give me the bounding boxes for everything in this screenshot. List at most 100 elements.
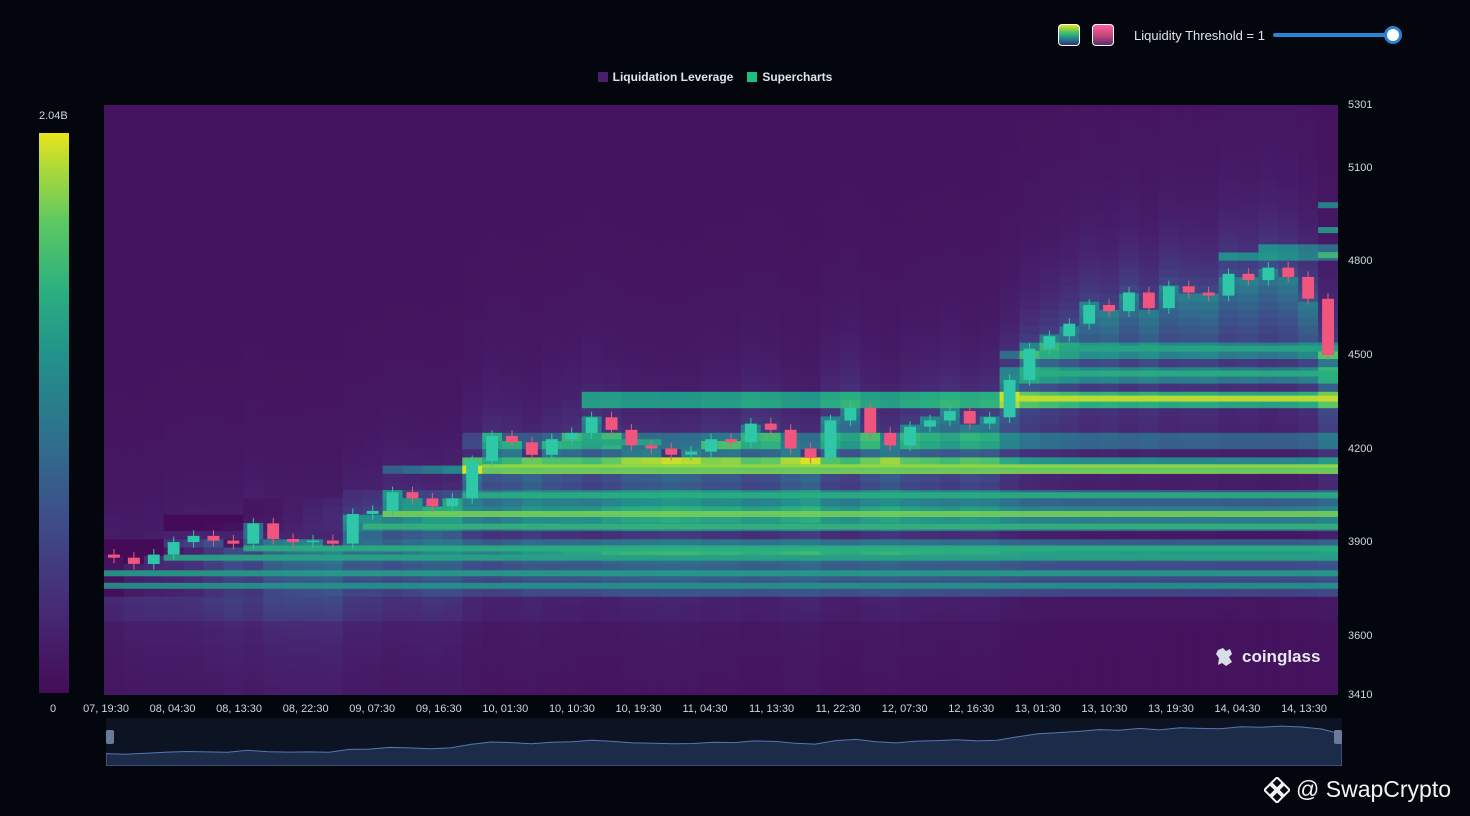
liquidation-heatmap[interactable]	[104, 105, 1338, 695]
heatmap-cell	[1278, 654, 1299, 663]
heatmap-cell	[223, 178, 244, 188]
heatmap-cell	[283, 645, 304, 655]
heatmap-cell	[462, 654, 483, 663]
heatmap-cell	[721, 350, 742, 360]
heatmap-cell	[143, 662, 165, 671]
heatmap-cell	[681, 432, 702, 442]
heatmap-cell	[1278, 129, 1299, 139]
heatmap-cell	[1218, 203, 1240, 213]
heatmap-cell	[820, 408, 841, 417]
navigator-left-handle[interactable]	[106, 730, 114, 744]
logo-text: coinglass	[1242, 647, 1321, 666]
heatmap-cell	[143, 170, 165, 180]
heatmap-cell	[621, 301, 642, 311]
legend-item-liquidation-leverage[interactable]: Liquidation Leverage	[597, 70, 733, 84]
heatmap-cell	[1079, 268, 1100, 278]
heatmap-cell	[1198, 613, 1220, 622]
heatmap-cell	[143, 277, 165, 286]
heatmap-cell	[1158, 424, 1180, 434]
heatmap-cell	[143, 604, 165, 614]
heatmap-cell	[701, 572, 722, 581]
heatmap-cell	[342, 350, 364, 360]
heatmap-cell	[561, 400, 583, 409]
heatmap-cell	[1059, 604, 1080, 614]
heatmap-cell	[701, 588, 722, 598]
navigator-right-handle[interactable]	[1334, 730, 1342, 744]
heatmap-cell	[1238, 146, 1259, 155]
heatmap-cell	[979, 359, 1001, 368]
heatmap-cell	[561, 146, 583, 155]
heatmap-cell	[1258, 588, 1279, 598]
heatmap-cell	[1079, 260, 1100, 270]
heatmap-cell	[1198, 473, 1220, 483]
heatmap-cell	[601, 170, 623, 180]
heatmap-cell	[303, 522, 324, 532]
heatmap-cell	[422, 367, 443, 376]
heatmap-cell	[780, 260, 802, 270]
heatmap-cell	[820, 506, 841, 516]
heatmap-cell	[1079, 285, 1100, 295]
heatmap-cell	[283, 301, 304, 311]
heatmap-cell	[402, 268, 423, 278]
heatmap-cell	[561, 375, 583, 385]
heatmap-cell	[561, 531, 583, 540]
heatmap-cell	[1238, 309, 1259, 319]
legend-item-supercharts[interactable]: Supercharts	[747, 70, 832, 84]
heatmap-cell	[203, 400, 224, 409]
heatmap-cell	[402, 367, 423, 376]
heatmap-cell	[322, 162, 344, 172]
heatmap-cell	[920, 236, 941, 245]
heatmap-cell	[621, 539, 642, 549]
heatmap-cell	[721, 277, 742, 286]
heatmap-cell	[422, 449, 443, 458]
heatmap-cell	[442, 244, 463, 254]
heatmap-cell	[561, 195, 583, 204]
heatmap-cell	[502, 121, 523, 131]
heatmap-cell	[1178, 572, 1200, 581]
heatmap-cell	[1079, 588, 1100, 598]
heatmap-cell	[959, 662, 981, 671]
heatmap-cell	[920, 146, 941, 155]
heatmap-cell	[502, 400, 523, 409]
heatmap-cell	[840, 514, 861, 524]
heatmap-cell	[641, 268, 662, 278]
heatmap-cell	[800, 285, 822, 295]
heatmap-cell	[1139, 203, 1160, 213]
threshold-slider[interactable]	[1272, 26, 1402, 44]
heatmap-cell	[203, 334, 224, 344]
heatmap-cell	[322, 670, 344, 680]
heatmap-cell	[342, 449, 364, 458]
candle-body	[824, 420, 837, 458]
threshold-slider-thumb[interactable]	[1383, 26, 1402, 44]
heatmap-cell	[442, 408, 463, 417]
heatmap-cell	[143, 162, 165, 172]
heatmap-cell	[621, 645, 642, 655]
heatmap-cell	[1019, 629, 1040, 639]
heatmap-cell	[1238, 252, 1259, 262]
heatmap-cell	[999, 563, 1021, 573]
heatmap-cell	[601, 547, 623, 557]
heatmap-cell	[1139, 621, 1160, 631]
viridis-palette-button[interactable]	[1058, 24, 1080, 46]
heatmap-cell	[581, 604, 603, 614]
x-tick-label: 08, 04:30	[149, 703, 196, 715]
heatmap-cell	[303, 375, 324, 385]
heatmap-cell	[163, 260, 185, 270]
heatmap-cell	[601, 539, 623, 549]
heatmap-cell	[263, 359, 284, 368]
heatmap-cell	[482, 236, 503, 245]
heatmap-cell	[1218, 547, 1240, 557]
heatmap-cell	[959, 178, 981, 188]
heatmap-cell	[104, 670, 125, 680]
pink-palette-button[interactable]	[1092, 24, 1114, 46]
heatmap-cell	[263, 596, 284, 606]
heatmap-cell	[561, 686, 583, 695]
heatmap-cell	[860, 621, 881, 631]
heatmap-cell	[1099, 195, 1120, 204]
range-navigator[interactable]	[106, 718, 1342, 766]
heatmap-cell	[920, 498, 941, 508]
heatmap-cell	[1099, 113, 1120, 122]
heatmap-cell	[342, 629, 364, 639]
heatmap-cell	[1119, 481, 1140, 491]
heatmap-cell	[1298, 498, 1319, 508]
